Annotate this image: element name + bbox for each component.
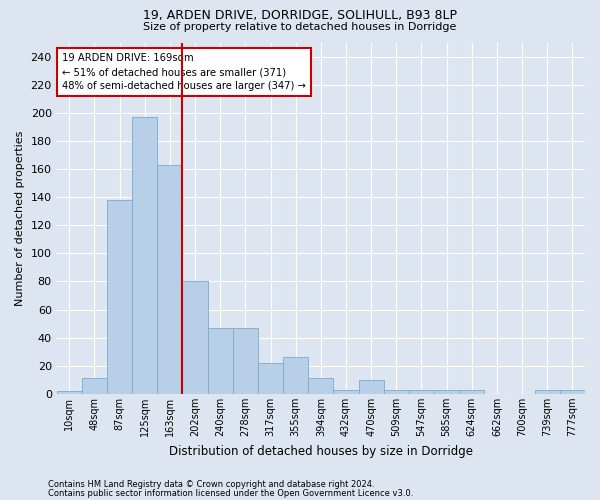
Bar: [409, 390, 434, 394]
Text: Contains public sector information licensed under the Open Government Licence v3: Contains public sector information licen…: [48, 488, 413, 498]
Bar: [459, 390, 484, 394]
Text: 19 ARDEN DRIVE: 169sqm
← 51% of detached houses are smaller (371)
48% of semi-de: 19 ARDEN DRIVE: 169sqm ← 51% of detached…: [62, 53, 306, 91]
Bar: [107, 200, 132, 394]
Bar: [56, 391, 82, 394]
Bar: [258, 363, 283, 394]
Bar: [334, 390, 359, 394]
Bar: [132, 117, 157, 394]
Bar: [535, 390, 560, 394]
Bar: [283, 358, 308, 394]
Text: Contains HM Land Registry data © Crown copyright and database right 2024.: Contains HM Land Registry data © Crown c…: [48, 480, 374, 489]
Bar: [208, 328, 233, 394]
Bar: [384, 390, 409, 394]
X-axis label: Distribution of detached houses by size in Dorridge: Distribution of detached houses by size …: [169, 444, 473, 458]
Bar: [182, 282, 208, 394]
Bar: [359, 380, 384, 394]
Bar: [233, 328, 258, 394]
Text: Size of property relative to detached houses in Dorridge: Size of property relative to detached ho…: [143, 22, 457, 32]
Y-axis label: Number of detached properties: Number of detached properties: [15, 130, 25, 306]
Bar: [308, 378, 334, 394]
Bar: [82, 378, 107, 394]
Text: 19, ARDEN DRIVE, DORRIDGE, SOLIHULL, B93 8LP: 19, ARDEN DRIVE, DORRIDGE, SOLIHULL, B93…: [143, 9, 457, 22]
Bar: [434, 390, 459, 394]
Bar: [560, 390, 585, 394]
Bar: [157, 165, 182, 394]
